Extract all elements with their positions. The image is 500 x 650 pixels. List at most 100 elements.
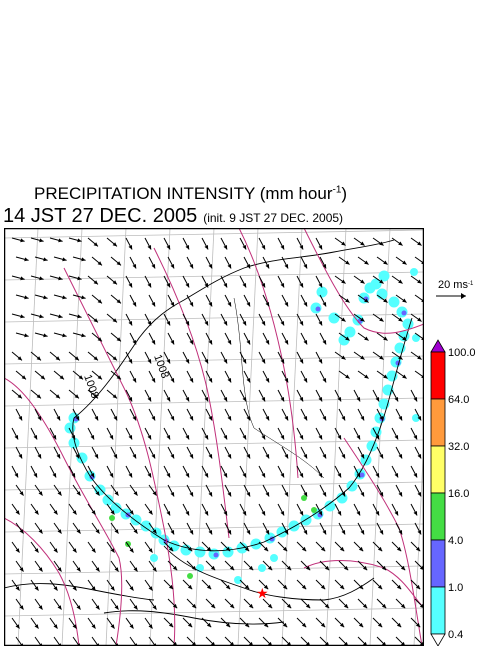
wind-vector-head [379,317,384,322]
wind-vector-head [322,416,327,421]
wind-vector-head [261,473,266,478]
colorbar-segment [430,492,446,541]
wind-vector-head [132,416,137,421]
wind-vector-head [282,622,288,628]
wind-vector-head [185,283,190,288]
wind-vector-head [318,321,323,326]
wind-vector-head [93,318,98,323]
wind-vector-head [358,584,364,590]
precip-cell [402,318,414,330]
grid-line [4,397,424,407]
grid-line [4,271,424,281]
wind-vector-head [341,416,346,421]
wind-vector-head [93,280,98,285]
wind-vector-head [151,454,156,459]
precip-cell [316,286,328,298]
grid-line [105,228,127,646]
precip-cell [258,564,266,572]
wind-vector-head [128,321,133,326]
wind-vector-head [261,245,266,250]
wind-vector-head [206,546,212,552]
wind-vector-head [185,321,190,326]
wind-vector-head [364,374,369,379]
wind-vector-head [280,245,285,250]
wind-vector-head [170,454,175,459]
wind-vector-head [322,454,327,459]
wind-vector-head [227,340,232,345]
wind-vector-head [263,622,269,628]
grid-line [17,228,39,646]
wind-vector-head [417,454,422,459]
wind-vector-head [109,435,114,440]
wind-vector-head [360,317,365,322]
wind-vector-head [110,624,115,629]
wind-vector-head [62,257,67,262]
wind-vector-head [132,340,137,345]
wind-vector-head [132,302,137,307]
wind-vector-head [394,473,399,478]
wind-vector-head [77,276,82,281]
wind-vector-head [225,546,231,552]
wind-vector-head [246,454,251,459]
wind-vector-head [148,548,153,553]
wind-vector-head [14,435,19,440]
wind-vector-head [379,454,384,459]
wind-vector-head [225,584,231,590]
wind-vector-head [322,264,327,269]
wind-vector-head [43,333,48,338]
wind-vector-head [74,394,79,399]
wind-vector-head [280,397,285,402]
wind-vector-head [379,492,384,497]
wind-vector-head [246,416,251,421]
wind-vector-head [282,546,288,552]
wind-vector-head [170,340,175,345]
wind-vector-head [303,264,308,269]
wind-vector-head [81,257,86,262]
title-text: PRECIPITATION INTENSITY (mm hour [34,184,333,203]
precip-cell [370,278,382,290]
wind-vector-head [318,245,323,250]
wind-vector-head [204,511,209,516]
wind-vector-head [284,492,289,497]
wind-vector-head [204,321,209,326]
precip-cell [386,370,398,382]
wind-vector-head [402,336,407,341]
colorbar-tick-label: 100.0 [448,347,476,359]
wind-vector-head [377,546,383,552]
grid-line [281,228,303,646]
colorbar-tick-label: 64.0 [448,394,469,406]
wind-vector-head [383,336,388,341]
precipitation-map: 1008 1008 ★ [4,228,424,646]
precip-cell [324,500,336,512]
wind-vector-head [280,473,285,478]
colorbar-tick-label: 4.0 [448,535,463,547]
wind-vector-head [417,317,422,322]
wind-vector-head [320,546,326,552]
wind-vector-head [280,283,285,288]
wind-vector-head [413,511,418,516]
wind-vector-head [15,624,20,629]
wind-vector-head [360,241,365,246]
coastline [163,545,375,601]
wind-vector-head [375,397,380,402]
wind-vector-head [223,435,228,440]
grid-line [369,228,391,646]
wind-vector-head [223,511,228,516]
wind-vector-head [109,473,114,478]
wind-vector-head [58,314,63,319]
wind-vector-head [128,473,133,478]
wind-vector-head [206,584,212,590]
precip-cell [328,312,340,324]
wind-vector-head [261,397,266,402]
isobar-line [4,517,80,646]
wind-vector-head [343,565,349,571]
wind-vector-head [129,586,134,591]
wind-vector-head [322,530,327,535]
wind-vector-head [320,622,326,628]
wind-vector-head [39,314,44,319]
wind-vector-head [303,492,308,497]
wind-vector-head [284,264,289,269]
precip-cell [301,495,307,501]
wind-vector-head [299,245,304,250]
wind-vector-head [15,586,20,591]
